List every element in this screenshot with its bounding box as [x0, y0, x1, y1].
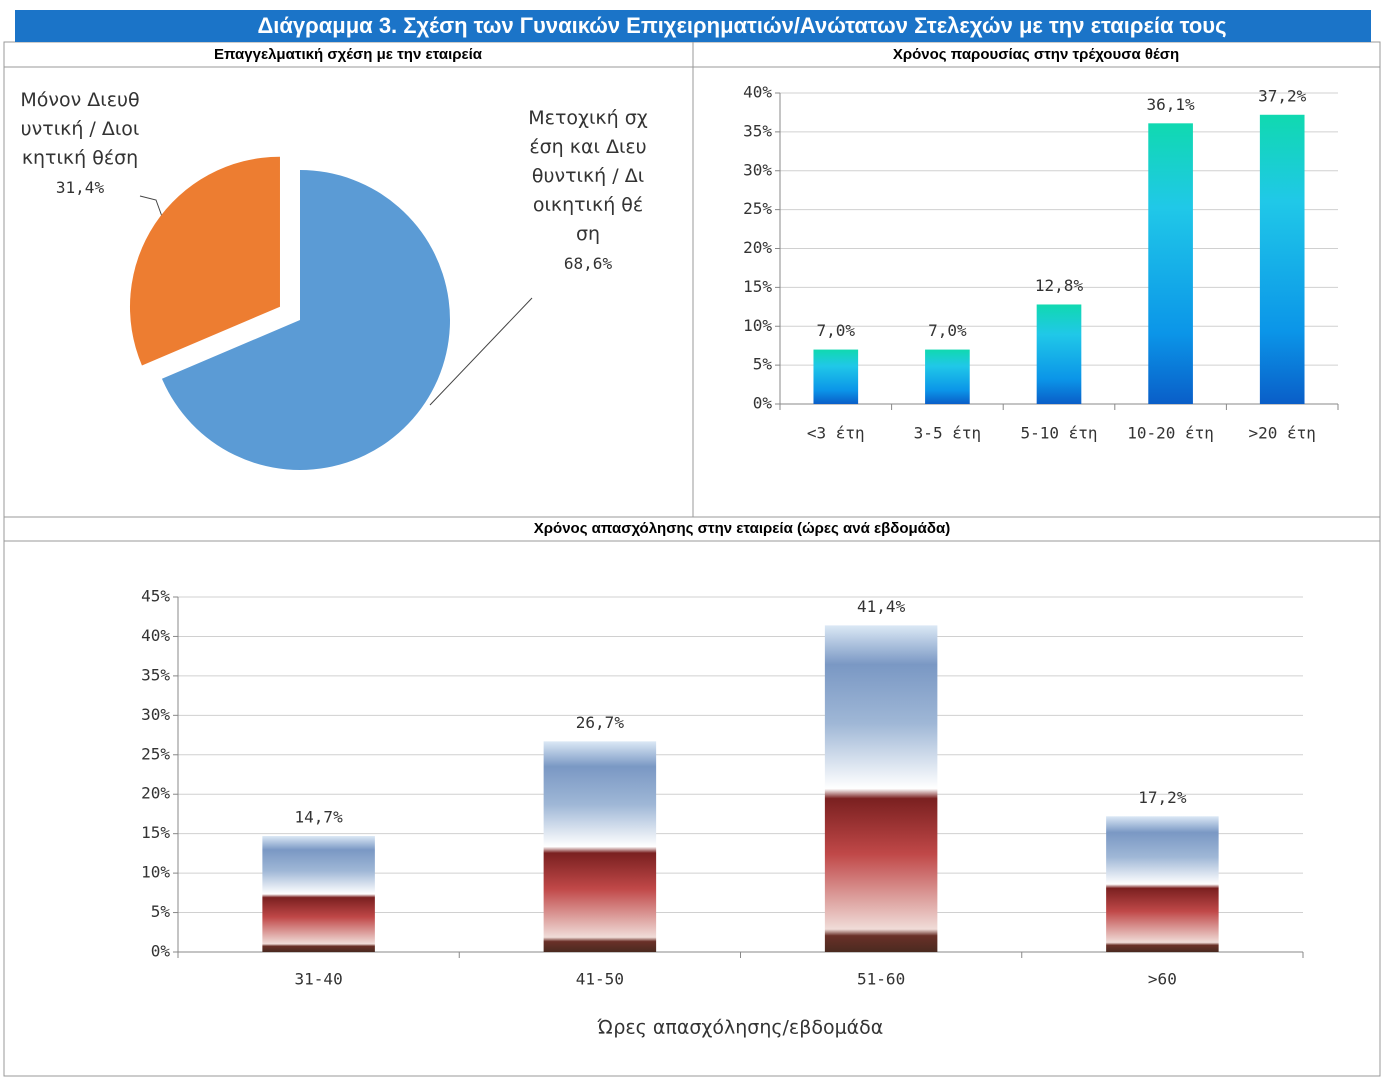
y-tick-label: 5%: [753, 355, 773, 374]
y-tick-label: 20%: [141, 784, 170, 803]
bar: [1148, 123, 1193, 404]
y-tick-label: 30%: [743, 160, 772, 179]
x-tick-label: 5-10 έτη: [1020, 424, 1097, 443]
pie-slice: [129, 156, 280, 366]
y-tick-label: 20%: [743, 238, 772, 257]
y-tick-label: 40%: [743, 83, 772, 102]
data-label: 36,1%: [1147, 95, 1196, 114]
category-label: Μετοχική σχέση και Διευθυντική / Διοικητ…: [528, 107, 648, 245]
pie-slice: [161, 170, 451, 471]
pie-label: Μετοχική σχέση και Διευθυντική / Διοικητ…: [528, 104, 648, 278]
x-tick-label: >60: [1148, 970, 1177, 989]
x-tick-label: <3 έτη: [807, 424, 865, 443]
category-label: Μόνον Διευθυντική / Διοικητική θέση: [20, 89, 140, 169]
x-axis-label: Ώρες απασχόλησης/εβδομάδα: [597, 1017, 884, 1039]
y-tick-label: 35%: [743, 121, 772, 140]
x-tick-label: 10-20 έτη: [1127, 424, 1214, 443]
x-tick-label: 41-50: [576, 970, 624, 989]
bar: [262, 836, 375, 952]
y-tick-label: 35%: [141, 665, 170, 684]
bar: [1036, 304, 1082, 404]
bar: [813, 349, 859, 404]
data-label: 17,2%: [1138, 788, 1187, 807]
data-label: 14,7%: [295, 808, 344, 827]
x-tick-label: >20 έτη: [1248, 424, 1315, 443]
data-label: 12,8%: [1035, 276, 1084, 295]
value-label: 31,4%: [55, 178, 105, 197]
leader-line: [139, 195, 165, 223]
y-tick-label: 10%: [141, 863, 170, 882]
pie-label-box: Μόνον Διευθυντική / Διοικητική θέση 31,4%: [20, 86, 140, 202]
x-tick-label: 31-40: [295, 970, 343, 989]
title-bar: [15, 10, 1371, 42]
bar: [543, 741, 657, 952]
x-tick-label: 51-60: [857, 970, 905, 989]
y-tick-label: 0%: [151, 942, 171, 961]
pie-label-box: Μετοχική σχέση και Διευθυντική / Διοικητ…: [528, 104, 648, 278]
y-tick-label: 5%: [151, 902, 171, 921]
data-label: 37,2%: [1258, 86, 1307, 105]
chart-title: Επαγγελματική σχέση με την εταιρεία: [214, 46, 483, 63]
leader-line: [429, 297, 533, 406]
y-tick-label: 10%: [743, 316, 772, 335]
bar: [1106, 816, 1219, 952]
y-tick-label: 25%: [141, 744, 170, 763]
x-tick-label: 3-5 έτη: [914, 424, 981, 443]
y-tick-label: 15%: [141, 823, 170, 842]
data-label: 7,0%: [817, 321, 856, 340]
y-tick-label: 25%: [743, 199, 772, 218]
bar: [925, 349, 970, 404]
value-label: 68,6%: [563, 254, 613, 273]
y-tick-label: 15%: [743, 277, 772, 296]
y-tick-label: 30%: [141, 705, 170, 724]
data-label: 26,7%: [576, 713, 625, 732]
y-tick-label: 45%: [141, 587, 170, 606]
y-tick-label: 0%: [753, 394, 773, 413]
data-label: 41,4%: [857, 597, 906, 616]
pie-label: Μόνον Διευθυντική / Διοικητική θέση 31,4%: [20, 86, 140, 202]
data-label: 7,0%: [928, 321, 967, 340]
page-title: Διάγραμμα 3. Σχέση των Γυναικών Επιχειρη…: [257, 13, 1226, 38]
y-tick-label: 40%: [141, 626, 170, 645]
bar: [1259, 114, 1305, 405]
chart-title: Χρόνος απασχόλησης στην εταιρεία (ώρες α…: [534, 520, 950, 537]
chart-title: Χρόνος παρουσίας στην τρέχουσα θέση: [893, 46, 1179, 63]
bar: [824, 625, 938, 952]
